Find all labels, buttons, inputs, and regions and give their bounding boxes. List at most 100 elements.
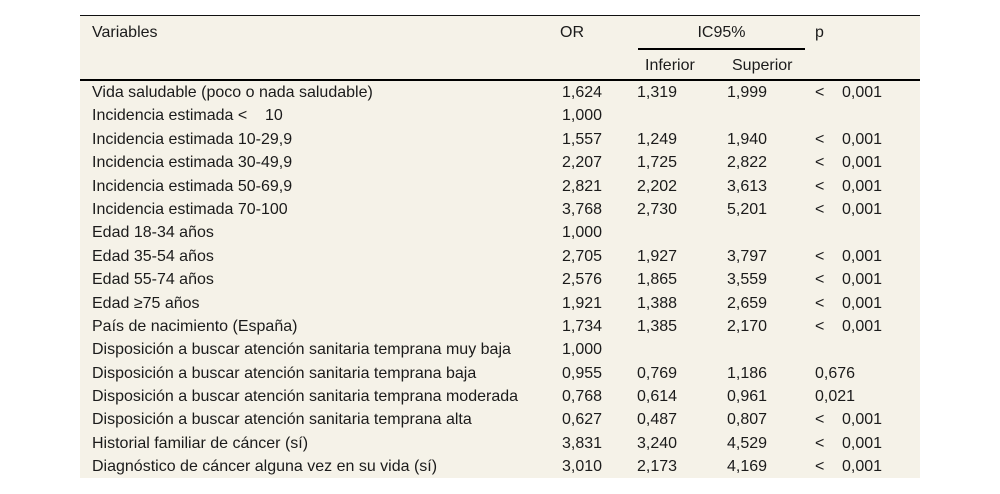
row-or-value: 1,000 bbox=[562, 107, 603, 125]
row-variable-label: Incidencia estimada 10-29,9 bbox=[92, 130, 293, 148]
row-ci-upper-value: 1,186 bbox=[727, 364, 768, 382]
row-p-cell: <0,001 bbox=[815, 455, 882, 478]
row-variable-label: Edad 18-34 años bbox=[92, 224, 214, 242]
col-header-or: OR bbox=[560, 24, 584, 41]
row-p-less-than-sign: < bbox=[815, 434, 825, 452]
row-ci-upper-value: 4,529 bbox=[727, 434, 768, 452]
row-or-value: 1,734 bbox=[562, 317, 603, 335]
row-p-value: 0,001 bbox=[842, 271, 883, 289]
row-ci-upper-value: 3,613 bbox=[727, 177, 768, 195]
row-p-value: 0,001 bbox=[842, 434, 883, 452]
row-or-value: 1,000 bbox=[562, 224, 603, 242]
row-ci-upper-value: 4,169 bbox=[727, 458, 768, 476]
table-row: Incidencia estimada 10-29,9 1,557 1,249 … bbox=[80, 128, 920, 151]
table-row: Diagnóstico de cáncer alguna vez en su v… bbox=[80, 455, 920, 478]
row-p-cell: <0,001 bbox=[815, 292, 882, 315]
table-row: Disposición a buscar atención sanitaria … bbox=[80, 338, 920, 361]
row-or-value: 0,627 bbox=[562, 411, 603, 429]
table-row: Disposición a buscar atención sanitaria … bbox=[80, 362, 920, 385]
row-ci-upper-value: 1,999 bbox=[727, 84, 768, 101]
row-p-cell: <0,001 bbox=[815, 432, 882, 455]
row-p-less-than-sign: < bbox=[815, 247, 825, 265]
row-p-value: 0,001 bbox=[842, 84, 883, 101]
row-p-value: 0,001 bbox=[842, 177, 883, 195]
col-header-variables: Variables bbox=[92, 24, 158, 41]
row-ci-upper-value: 3,559 bbox=[727, 271, 768, 289]
row-p-less-than-sign: < bbox=[815, 130, 825, 148]
row-ci-lower-value: 1,927 bbox=[637, 247, 678, 265]
col-header-ic95-group: IC95% bbox=[638, 16, 805, 50]
row-ci-lower-value: 1,319 bbox=[637, 84, 678, 101]
row-or-value: 2,705 bbox=[562, 247, 603, 265]
table-row: Edad 18-34 años 1,000 bbox=[80, 221, 920, 244]
col-header-inferior: Inferior bbox=[645, 57, 695, 74]
row-ci-upper-value: 0,807 bbox=[727, 411, 768, 429]
row-ci-lower-value: 3,240 bbox=[637, 434, 678, 452]
col-header-p: p bbox=[815, 24, 824, 41]
row-p-less-than-sign: < bbox=[815, 294, 825, 312]
row-variable-label: Incidencia estimada 50-69,9 bbox=[92, 177, 293, 195]
table-row: Incidencia estimada 50-69,9 2,821 2,202 … bbox=[80, 175, 920, 198]
row-p-cell: <0,001 bbox=[815, 175, 882, 198]
row-variable-label: País de nacimiento (España) bbox=[92, 317, 298, 335]
row-p-value: 0,001 bbox=[842, 200, 883, 218]
row-variable-label: Disposición a buscar atención sanitaria … bbox=[92, 388, 519, 406]
row-p-value: 0,021 bbox=[815, 388, 856, 406]
row-p-value: 0,001 bbox=[842, 154, 883, 172]
table-row: Incidencia estimada 70-100 3,768 2,730 5… bbox=[80, 198, 920, 221]
row-p-less-than-sign: < bbox=[815, 317, 825, 335]
row-or-value: 1,557 bbox=[562, 130, 603, 148]
row-p-value: 0,001 bbox=[842, 411, 883, 429]
row-p-value: 0,001 bbox=[842, 458, 883, 476]
row-variable-label: Edad 35-54 años bbox=[92, 247, 214, 265]
row-ci-lower-value: 2,173 bbox=[637, 458, 678, 476]
row-or-value: 3,831 bbox=[562, 434, 603, 452]
row-variable-label: Incidencia estimada 30-49,9 bbox=[92, 154, 293, 172]
row-p-less-than-sign: < bbox=[815, 411, 825, 429]
row-ci-lower-value: 1,865 bbox=[637, 271, 678, 289]
row-ci-upper-value: 2,170 bbox=[727, 317, 768, 335]
row-p-less-than-sign: < bbox=[815, 458, 825, 476]
row-ci-upper-value: 3,797 bbox=[727, 247, 768, 265]
table-row: Incidencia estimada 30-49,9 2,207 1,725 … bbox=[80, 151, 920, 174]
row-ci-lower-value: 2,202 bbox=[637, 177, 678, 195]
table-row: Historial familiar de cáncer (sí) 3,831 … bbox=[80, 432, 920, 455]
row-variable-label: Edad 55-74 años bbox=[92, 271, 214, 289]
row-or-value: 3,010 bbox=[562, 458, 603, 476]
row-ci-upper-value: 5,201 bbox=[727, 200, 768, 218]
row-p-value: 0,001 bbox=[842, 130, 883, 148]
row-ci-lower-value: 0,614 bbox=[637, 388, 678, 406]
row-or-value: 3,768 bbox=[562, 200, 603, 218]
row-p-cell: <0,001 bbox=[815, 408, 882, 431]
row-ci-lower-value: 0,487 bbox=[637, 411, 678, 429]
row-p-value: 0,001 bbox=[842, 317, 883, 335]
row-ci-lower-value: 1,725 bbox=[637, 154, 678, 172]
table-row: Vida saludable (poco o nada saludable) 1… bbox=[80, 81, 920, 104]
row-ci-upper-value: 2,659 bbox=[727, 294, 768, 312]
row-p-cell: <0,001 bbox=[815, 198, 882, 221]
row-variable-label: Historial familiar de cáncer (sí) bbox=[92, 434, 309, 452]
row-p-less-than-sign: < bbox=[815, 84, 825, 101]
table-row: Edad ≥75 años 1,921 1,388 2,659 <0,001 bbox=[80, 292, 920, 315]
row-or-value: 1,921 bbox=[562, 294, 603, 312]
row-or-value: 2,821 bbox=[562, 177, 603, 195]
row-ci-upper-value: 0,961 bbox=[727, 388, 768, 406]
row-or-value: 2,207 bbox=[562, 154, 603, 172]
row-p-cell: 0,676 bbox=[815, 362, 855, 385]
row-p-cell: <0,001 bbox=[815, 245, 882, 268]
row-variable-label: Diagnóstico de cáncer alguna vez en su v… bbox=[92, 458, 438, 476]
row-p-cell: <0,001 bbox=[815, 81, 882, 104]
col-header-superior: Superior bbox=[732, 57, 793, 74]
table-row: Edad 35-54 años 2,705 1,927 3,797 <0,001 bbox=[80, 245, 920, 268]
table-row: Disposición a buscar atención sanitaria … bbox=[80, 408, 920, 431]
row-ci-lower-value: 0,769 bbox=[637, 364, 678, 382]
row-p-less-than-sign: < bbox=[815, 271, 825, 289]
table-header: Variables OR IC95% Inferior Superior p bbox=[80, 16, 920, 81]
row-p-value: 0,001 bbox=[842, 294, 883, 312]
row-ci-upper-value: 2,822 bbox=[727, 154, 768, 172]
row-or-value: 0,955 bbox=[562, 364, 603, 382]
table-row: Edad 55-74 años 2,576 1,865 3,559 <0,001 bbox=[80, 268, 920, 291]
row-or-value: 1,624 bbox=[562, 84, 603, 101]
regression-results-table: Variables OR IC95% Inferior Superior p V… bbox=[80, 15, 920, 478]
